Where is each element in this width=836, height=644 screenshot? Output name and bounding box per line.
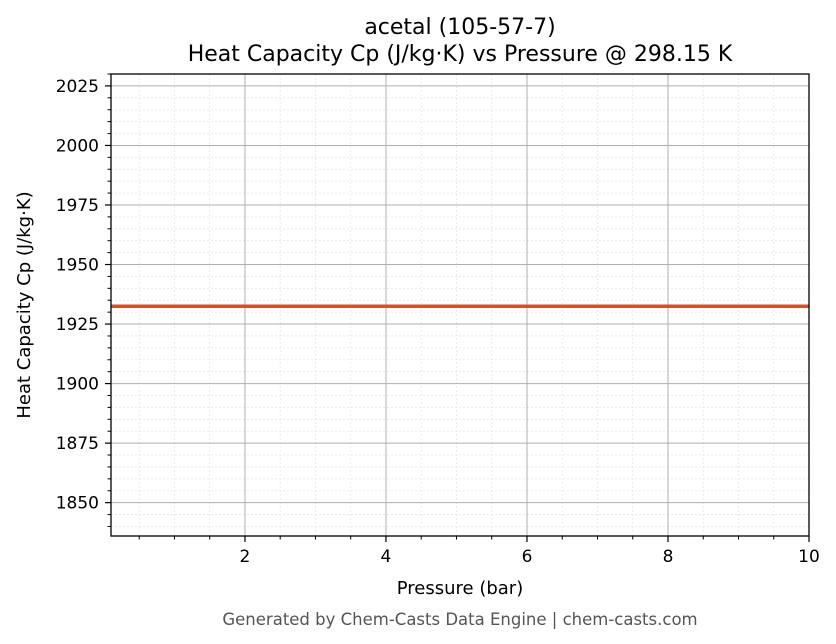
y-tick-label: 2025 bbox=[56, 77, 99, 97]
x-tick-label: 4 bbox=[381, 547, 392, 567]
y-tick-label: 1950 bbox=[56, 256, 99, 276]
y-tick-label: 1850 bbox=[56, 494, 99, 514]
y-tick-label: 1925 bbox=[56, 315, 99, 335]
x-axis-ticks: 2 4 6 8 10 bbox=[138, 536, 820, 567]
y-tick-label: 2000 bbox=[56, 136, 99, 156]
x-tick-label: 2 bbox=[240, 547, 251, 567]
y-tick-label: 1975 bbox=[56, 196, 99, 216]
x-axis-label: Pressure (bar) bbox=[397, 578, 523, 599]
y-axis-label: Heat Capacity Cp (J/kg·K) bbox=[14, 191, 35, 418]
footer-credit: Generated by Chem-Casts Data Engine | ch… bbox=[222, 610, 697, 629]
y-tick-label: 1900 bbox=[56, 375, 99, 395]
x-tick-label: 10 bbox=[798, 547, 820, 567]
axes-layer bbox=[110, 73, 810, 537]
x-tick-label: 6 bbox=[522, 547, 533, 567]
x-tick-label: 8 bbox=[663, 547, 674, 567]
chart-title: acetal (105-57-7) bbox=[364, 15, 555, 40]
y-axis-ticks: 1850 1875 1900 1925 1950 1975 2000 2025 bbox=[56, 73, 111, 527]
y-tick-label: 1875 bbox=[56, 434, 99, 454]
minor-grid bbox=[111, 73, 809, 536]
plot-frame bbox=[110, 73, 810, 537]
chart-subtitle: Heat Capacity Cp (J/kg·K) vs Pressure @ … bbox=[188, 42, 733, 67]
